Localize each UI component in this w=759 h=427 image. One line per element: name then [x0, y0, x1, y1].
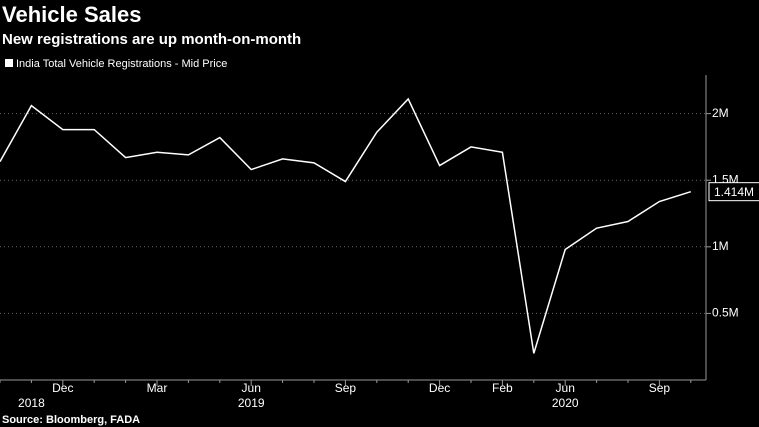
- legend-label: India Total Vehicle Registrations - Mid …: [16, 58, 227, 70]
- x-tick-label: Sep: [335, 381, 357, 395]
- x-tick-label: Mar: [147, 381, 168, 395]
- x-tick-label: Jun: [556, 381, 575, 395]
- year-label: 2019: [238, 396, 265, 410]
- chart-title: Vehicle Sales: [2, 2, 141, 27]
- y-tick-label: 2M: [712, 106, 729, 120]
- year-label: 2020: [552, 396, 579, 410]
- chart-subtitle: New registrations are up month-on-month: [2, 31, 301, 48]
- series-line: [0, 97, 692, 354]
- x-tick-label: Dec: [52, 381, 73, 395]
- x-tick-label: Feb: [492, 381, 513, 395]
- x-tick-label: Dec: [429, 381, 450, 395]
- legend-swatch: [5, 59, 13, 67]
- y-tick-label: 0.5M: [712, 306, 739, 320]
- x-tick-label: Sep: [649, 381, 671, 395]
- source: Source: Bloomberg, FADA: [2, 414, 140, 426]
- y-tick-label: 1M: [712, 239, 729, 253]
- last-value-label: 1.414M: [714, 185, 754, 199]
- x-tick-label: Jun: [242, 381, 261, 395]
- year-label: 2018: [18, 396, 45, 410]
- last-value-box: [708, 182, 759, 202]
